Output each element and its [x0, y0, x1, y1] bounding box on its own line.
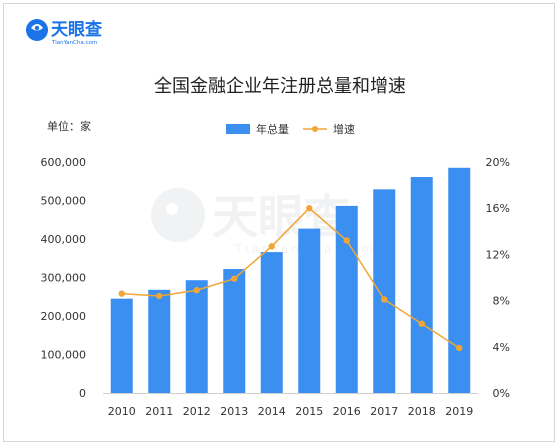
legend-bar-swatch [226, 124, 250, 134]
y-left-tick-label: 600,000 [41, 156, 87, 169]
legend-line-label: 增速 [333, 122, 355, 136]
x-tick-label: 2010 [108, 405, 136, 418]
x-tick-label: 2014 [258, 405, 286, 418]
growth-point [268, 243, 275, 250]
bar [298, 228, 321, 393]
y-left-tick-label: 500,000 [41, 195, 87, 208]
growth-point [193, 287, 200, 294]
growth-point [118, 290, 125, 297]
brand-sub: TianYanCha.com [51, 40, 97, 46]
y-right-tick-label: 12% [486, 248, 510, 261]
y-axis-right: 0% 4% 8% 12% 16% 20% [486, 156, 510, 400]
x-tick-label: 2012 [183, 405, 211, 418]
x-tick-label: 2016 [333, 405, 361, 418]
growth-point [343, 237, 350, 244]
y-left-tick-label: 400,000 [41, 233, 87, 246]
growth-point [306, 205, 313, 212]
bar [448, 167, 471, 393]
legend: 年总量 增速 [226, 122, 355, 136]
legend-bar-label: 年总量 [256, 122, 289, 136]
brand-name: 天眼查 [51, 19, 103, 40]
growth-point [381, 296, 388, 303]
bar [335, 205, 358, 393]
x-tick-label: 2018 [408, 405, 436, 418]
y-left-tick-label: 0 [79, 387, 86, 400]
y-left-tick-label: 100,000 [41, 349, 87, 362]
x-axis: 2010 2011 2012 2013 2014 2015 2016 2017 2018 2019 [103, 393, 478, 418]
growth-point [231, 275, 238, 282]
bar [373, 189, 396, 393]
bar [223, 269, 246, 393]
growth-line [121, 207, 460, 349]
bar-series [110, 167, 471, 393]
bar [260, 252, 283, 393]
x-tick-label: 2019 [445, 405, 473, 418]
x-tick-label: 2017 [370, 405, 398, 418]
x-tick-label: 2011 [145, 405, 173, 418]
bar [110, 298, 133, 393]
x-tick-label: 2013 [220, 405, 248, 418]
y-left-tick-label: 200,000 [41, 310, 87, 323]
watermark-text: 天眼查 [212, 190, 350, 244]
growth-point [418, 320, 425, 327]
watermark-logo-icon [151, 188, 205, 242]
growth-point [456, 344, 463, 352]
y-right-tick-label: 16% [486, 202, 510, 215]
bar [410, 177, 433, 393]
unit-label: 单位：家 [47, 119, 91, 133]
bar [148, 289, 171, 393]
bar [185, 280, 208, 393]
y-right-tick-label: 0% [493, 387, 510, 400]
brand-logo[interactable]: 天眼查 TianYanCha.com [26, 19, 103, 46]
chart-title: 全国金融企业年注册总量和增速 [154, 76, 406, 97]
y-right-tick-label: 20% [486, 156, 510, 169]
growth-point [156, 292, 163, 300]
line-series [118, 205, 463, 352]
x-tick-label: 2015 [295, 405, 323, 418]
y-right-tick-label: 4% [493, 341, 510, 354]
y-right-tick-label: 8% [493, 295, 510, 308]
y-axis-left: 0 100,000 200,000 300,000 400,000 500,000 600,… [41, 156, 87, 400]
y-left-tick-label: 300,000 [41, 272, 87, 285]
